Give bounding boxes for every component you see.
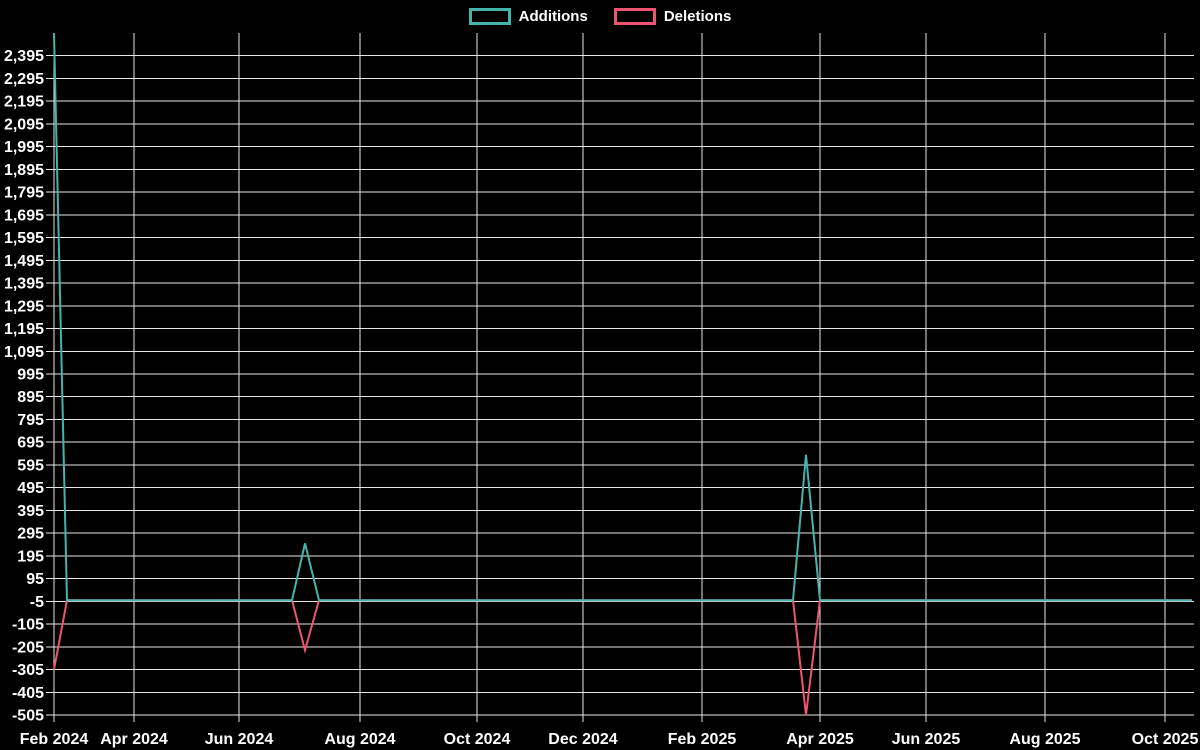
chart-legend: Additions Deletions: [0, 8, 1200, 25]
y-axis-tick-label: 2,295: [4, 71, 44, 88]
y-axis-tick-label: -5: [30, 594, 44, 611]
y-axis-tick-label: 595: [17, 457, 44, 474]
y-axis-tick-label: -105: [12, 617, 44, 634]
x-axis-tick-label: Aug 2025: [1009, 731, 1080, 748]
y-axis-tick-label: -205: [12, 639, 44, 656]
y-axis-tick-label: 495: [17, 480, 44, 497]
y-axis-tick-label: 695: [17, 435, 44, 452]
x-axis-tick-label: Oct 2024: [444, 731, 511, 748]
x-axis-tick-label: Oct 2025: [1132, 731, 1199, 748]
x-axis-tick-label: Jun 2025: [892, 731, 961, 748]
y-axis-tick-label: 1,695: [4, 207, 44, 224]
y-axis-tick-label: 995: [17, 367, 44, 384]
x-axis-tick-label: Dec 2024: [548, 731, 617, 748]
y-axis-tick-label: 295: [17, 526, 44, 543]
additions-line: [53, 32, 1192, 602]
y-axis-tick-label: 2,195: [4, 94, 44, 111]
deletions-legend-label: Deletions: [663, 8, 732, 25]
x-axis-tick-label: Aug 2024: [324, 731, 395, 748]
y-axis-tick-label: 1,395: [4, 276, 44, 293]
y-axis-tick-label: 95: [26, 571, 44, 588]
y-axis-tick-label: 1,195: [4, 321, 44, 338]
x-axis-tick-label: Apr 2024: [100, 731, 168, 748]
y-axis-tick-label: -305: [12, 662, 44, 679]
y-axis-tick-label: -505: [12, 708, 44, 725]
y-axis-tick-label: 195: [17, 548, 44, 565]
legend-item-additions[interactable]: Additions: [468, 8, 588, 25]
y-axis-tick-label: 1,895: [4, 162, 44, 179]
x-axis-tick-label: Feb 2024: [20, 731, 89, 748]
deletions-legend-swatch: [613, 8, 656, 25]
y-axis-tick-label: 795: [17, 412, 44, 429]
additions-legend-label: Additions: [518, 8, 588, 25]
deletions-line: [53, 599, 1192, 716]
y-axis-tick-label: 1,995: [4, 139, 44, 156]
x-axis-tick-label: Jun 2024: [205, 731, 274, 748]
y-axis-tick-label: 2,095: [4, 116, 44, 133]
y-axis-tick-label: -405: [12, 685, 44, 702]
y-axis-tick-label: 2,395: [4, 48, 44, 65]
y-axis-tick-label: 1,095: [4, 344, 44, 361]
legend-item-deletions[interactable]: Deletions: [613, 8, 732, 25]
y-axis-tick-label: 395: [17, 503, 44, 520]
y-axis-tick-label: 1,795: [4, 185, 44, 202]
y-axis-tick-label: 1,495: [4, 253, 44, 270]
x-axis-tick-label: Feb 2025: [668, 731, 737, 748]
y-axis-tick-label: 1,295: [4, 298, 44, 315]
y-axis-tick-label: 1,595: [4, 230, 44, 247]
y-axis-tick-label: 895: [17, 389, 44, 406]
additions-legend-swatch: [468, 8, 511, 25]
x-axis-tick-label: Apr 2025: [786, 731, 854, 748]
